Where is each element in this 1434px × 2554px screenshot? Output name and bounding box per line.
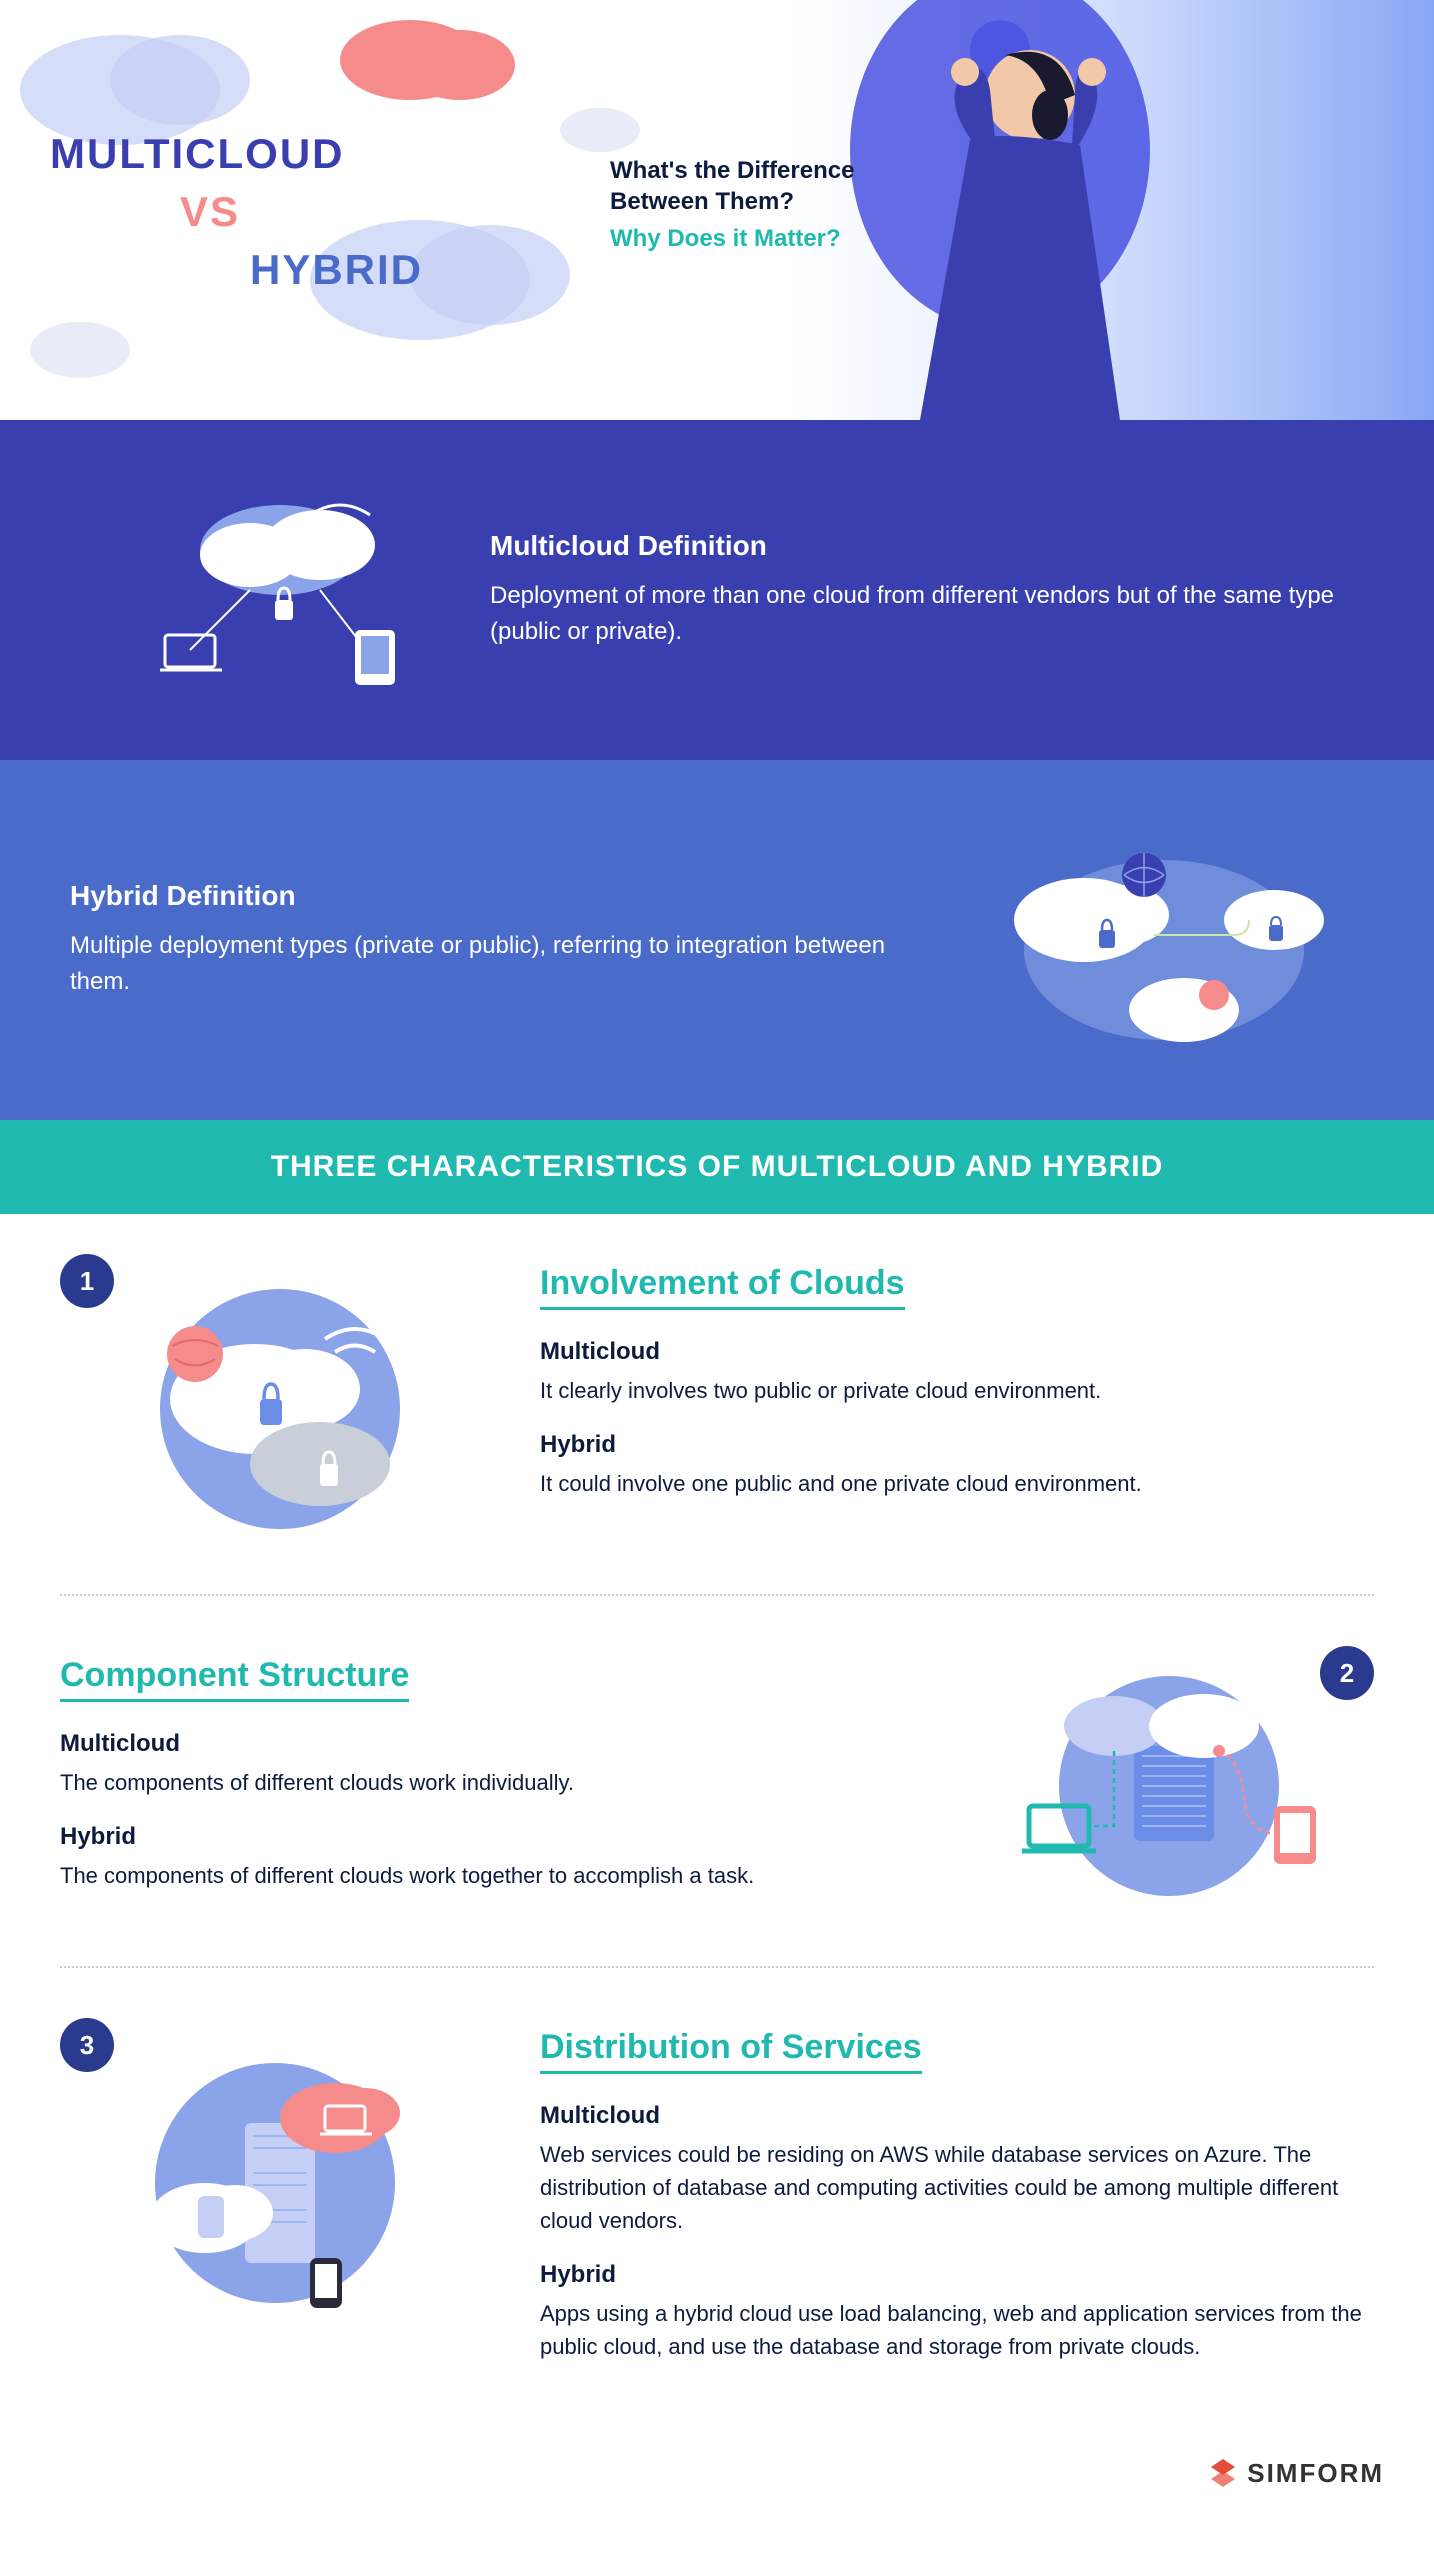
characteristic-1: 1 Involvement of Clouds Multic bbox=[0, 1214, 1434, 1584]
brand-logo: SIMFORM bbox=[1207, 2457, 1384, 2489]
hybrid-def-body: Multiple deployment types (private or pu… bbox=[70, 928, 904, 1000]
char3-hy-text: Apps using a hybrid cloud use load balan… bbox=[540, 2297, 1374, 2363]
subtitle-q1: What's the Difference Between Them? bbox=[610, 155, 890, 217]
char2-mc-text: The components of different clouds work … bbox=[60, 1766, 894, 1799]
title-hybrid: HYBRID bbox=[250, 246, 423, 294]
char3-mc-label: Multicloud bbox=[540, 2102, 1374, 2130]
footer: SIMFORM bbox=[0, 2427, 1434, 2519]
characteristic-3: 3 bbox=[0, 1978, 1434, 2427]
char2-content: Component Structure Multicloud The compo… bbox=[60, 1656, 894, 1916]
hybrid-definition-section: Hybrid Definition Multiple deployment ty… bbox=[0, 760, 1434, 1120]
brand-name: SIMFORM bbox=[1247, 2458, 1384, 2489]
divider-1 bbox=[60, 1594, 1374, 1596]
title-vs: VS bbox=[180, 188, 423, 236]
char1-illustration bbox=[60, 1264, 480, 1544]
char2-illustration bbox=[954, 1656, 1374, 1916]
char1-heading: Involvement of Clouds bbox=[540, 1264, 905, 1310]
char1-hy-text: It could involve one public and one priv… bbox=[540, 1467, 1374, 1500]
char1-mc-label: Multicloud bbox=[540, 1338, 1374, 1366]
title-block: MULTICLOUD VS HYBRID bbox=[50, 130, 423, 294]
header-section: MULTICLOUD VS HYBRID What's the Differen… bbox=[0, 0, 1434, 420]
char2-heading: Component Structure bbox=[60, 1656, 409, 1702]
multicloud-illustration bbox=[70, 480, 490, 700]
hybrid-def-text: Hybrid Definition Multiple deployment ty… bbox=[70, 880, 944, 1000]
multicloud-def-title: Multicloud Definition bbox=[490, 530, 1364, 562]
char1-mc-text: It clearly involves two public or privat… bbox=[540, 1374, 1374, 1407]
char1-content: Involvement of Clouds Multicloud It clea… bbox=[540, 1264, 1374, 1524]
subtitle-q2: Why Does it Matter? bbox=[610, 225, 890, 253]
multicloud-def-body: Deployment of more than one cloud from d… bbox=[490, 578, 1364, 650]
char3-illustration bbox=[60, 2028, 480, 2328]
char3-heading: Distribution of Services bbox=[540, 2028, 922, 2074]
divider-2 bbox=[60, 1966, 1374, 1968]
char3-hy-label: Hybrid bbox=[540, 2261, 1374, 2289]
hybrid-def-title: Hybrid Definition bbox=[70, 880, 904, 912]
char1-hy-label: Hybrid bbox=[540, 1431, 1374, 1459]
title-multicloud: MULTICLOUD bbox=[50, 130, 423, 178]
simform-logo-icon bbox=[1207, 2457, 1239, 2489]
characteristics-banner: THREE CHARACTERISTICS OF MULTICLOUD AND … bbox=[0, 1120, 1434, 1214]
char2-mc-label: Multicloud bbox=[60, 1730, 894, 1758]
characteristic-2: 2 Component Structure Multicloud The com… bbox=[0, 1606, 1434, 1956]
hybrid-illustration bbox=[944, 820, 1364, 1060]
char3-mc-text: Web services could be residing on AWS wh… bbox=[540, 2138, 1374, 2237]
char2-hy-text: The components of different clouds work … bbox=[60, 1859, 894, 1892]
subtitle-block: What's the Difference Between Them? Why … bbox=[610, 155, 890, 253]
multicloud-definition-section: Multicloud Definition Deployment of more… bbox=[0, 420, 1434, 760]
char3-content: Distribution of Services Multicloud Web … bbox=[540, 2028, 1374, 2387]
char2-hy-label: Hybrid bbox=[60, 1823, 894, 1851]
multicloud-def-text: Multicloud Definition Deployment of more… bbox=[490, 530, 1364, 650]
